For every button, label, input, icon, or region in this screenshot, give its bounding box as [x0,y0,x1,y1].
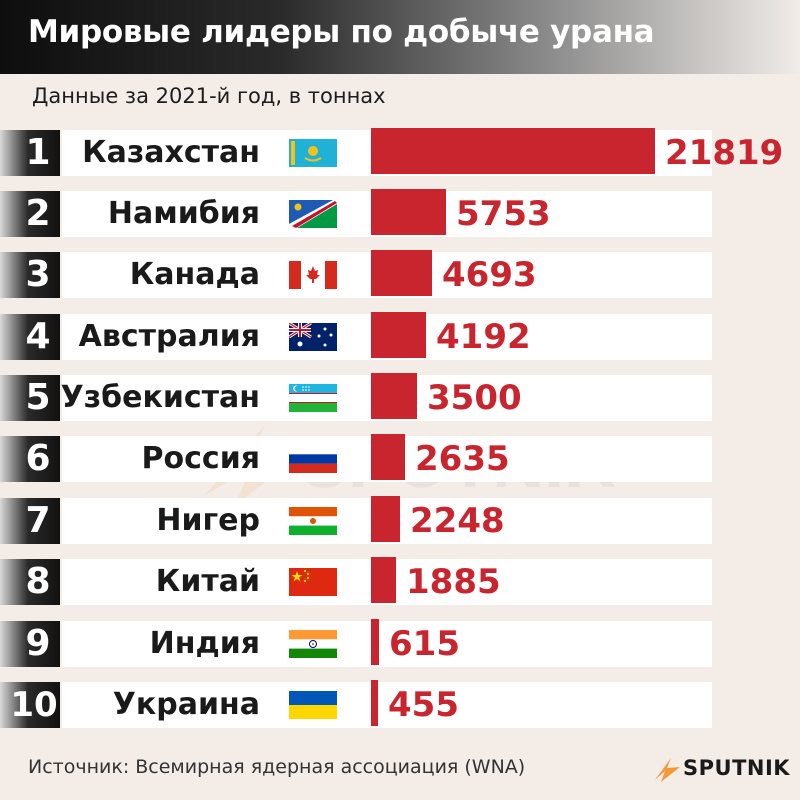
rank-number: 1 [25,132,51,173]
chart-row: 6 Россия 2635 [0,434,800,486]
bar [371,312,426,358]
rank-number: 2 [25,193,51,234]
value-label: 2635 [415,439,510,479]
rank-box: 4 [0,314,60,360]
kazakhstan-flag [289,139,337,167]
country-label: Индия [149,626,260,661]
value-label: 3500 [427,378,522,418]
sputnik-logo-icon [655,758,680,782]
rank-box: 5 [0,375,60,421]
value-label: 2248 [410,501,505,541]
namibia-flag [289,200,337,228]
chart-row: 1 Казахстан 21819 [0,128,800,180]
country-label: Украина [112,687,260,722]
chart-row: 2 Намибия 5753 [0,189,800,241]
rank-box: 10 [0,682,60,728]
brand-logo: SPUTNIK [655,754,790,784]
value-label: 4693 [442,255,537,295]
row-card [62,621,712,667]
rank-box: 3 [0,252,60,298]
value-label: 5753 [456,194,551,234]
value-label: 4192 [436,317,531,357]
chart-row: 8 Китай 1885 [0,557,800,609]
russia-flag [289,445,337,473]
country-label: Австралия [78,319,260,354]
bar [371,496,400,542]
value-label: 455 [388,685,459,725]
value-label: 21819 [665,133,784,173]
country-label: Узбекистан [60,380,260,415]
rank-number: 4 [25,316,51,357]
uzbekistan-flag [289,384,337,412]
brand-name: SPUTNIK [683,756,791,780]
rank-number: 10 [10,685,58,725]
bar [371,619,379,665]
bar [371,680,378,726]
row-card [62,682,712,728]
chart-row: 7 Нигер 2248 [0,496,800,548]
value-label: 1885 [406,562,501,602]
country-label: Казахстан [82,135,260,170]
country-label: Намибия [107,196,260,231]
chart-row: 9 Индия 615 [0,619,800,671]
bar [371,250,432,296]
rank-number: 7 [25,500,51,541]
chart-row: 4 Австралия 4192 [0,312,800,364]
india-flag [289,630,337,658]
bar [371,128,655,174]
australia-flag [289,323,337,351]
country-label: Канада [129,257,260,292]
china-flag [289,568,337,596]
source-note: Источник: Всемирная ядерная ассоциация (… [28,756,526,778]
chart-subtitle: Данные за 2021-й год, в тоннах [32,84,386,108]
country-label: Нигер [156,503,260,538]
bar [371,557,396,603]
bar [371,373,417,419]
country-label: Китай [155,564,260,599]
rank-box: 9 [0,621,60,667]
chart-row: 10 Украина 455 [0,680,800,732]
rank-number: 9 [25,623,51,664]
title-banner: Мировые лидеры по добыче урана [0,0,800,74]
chart-row: 3 Канада 4693 [0,250,800,302]
niger-flag [289,507,337,535]
rank-box: 6 [0,436,60,482]
rank-box: 2 [0,191,60,237]
country-label: Россия [141,441,260,476]
bar [371,189,446,235]
canada-flag [289,261,337,289]
rank-number: 8 [25,561,51,602]
rank-box: 1 [0,130,60,176]
rank-box: 7 [0,498,60,544]
chart-row: 5 Узбекистан 3500 [0,373,800,425]
ukraine-flag [289,691,337,719]
bar [371,434,405,480]
rank-box: 8 [0,559,60,605]
value-label: 615 [389,624,460,664]
rank-number: 5 [25,377,51,418]
rank-number: 6 [25,438,51,479]
rank-number: 3 [25,254,51,295]
chart-title: Мировые лидеры по добыче урана [28,14,655,50]
